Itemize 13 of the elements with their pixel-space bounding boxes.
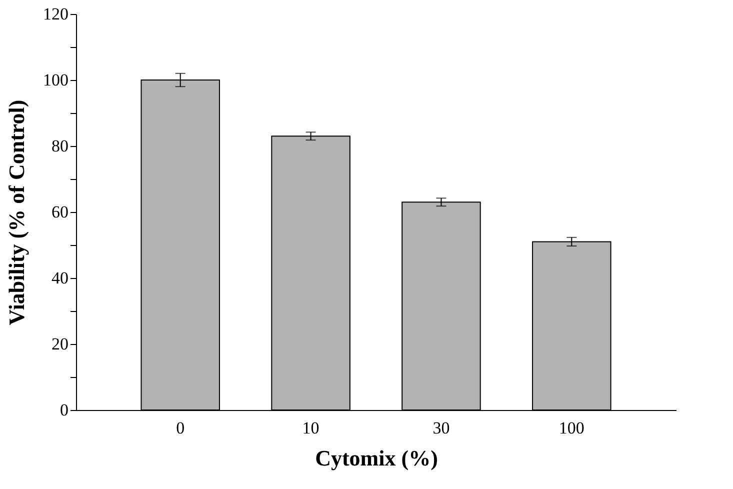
x-tick-label: 30 xyxy=(432,418,450,438)
y-tick-label: 60 xyxy=(52,202,68,222)
y-tick-label: 0 xyxy=(60,400,68,420)
y-tick-label: 120 xyxy=(43,4,68,24)
x-tick-label: 0 xyxy=(176,418,185,438)
x-axis-title: Cytomix (%) xyxy=(315,446,438,470)
x-tick-label: 100 xyxy=(558,418,584,438)
x-tick-label: 10 xyxy=(302,418,320,438)
y-tick-label: 40 xyxy=(52,268,68,288)
y-axis-title: Viability (% of Control) xyxy=(4,100,29,326)
y-tick-label: 100 xyxy=(43,70,68,90)
y-tick-label: 20 xyxy=(52,334,68,354)
y-tick-label: 80 xyxy=(52,136,68,156)
